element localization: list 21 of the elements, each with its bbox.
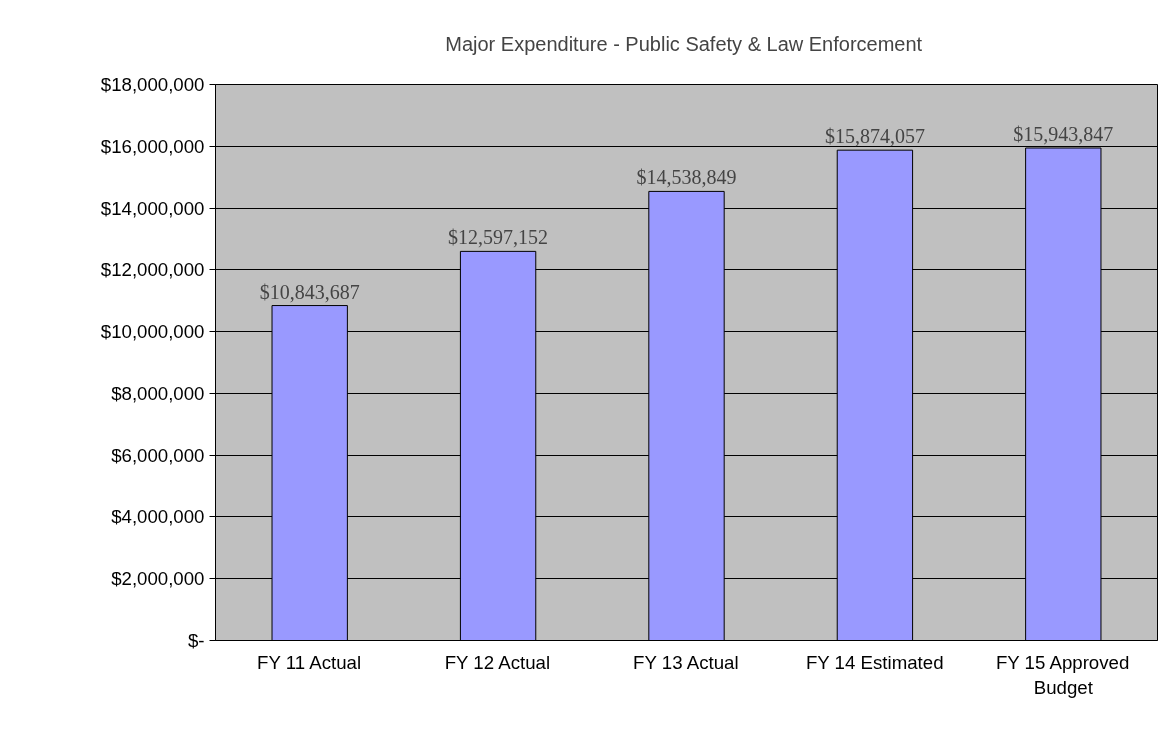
y-tick-label: $6,000,000 (111, 444, 205, 466)
data-label: $15,874,057 (824, 125, 925, 148)
chart-title: Major Expenditure - Public Safety & Law Enforcement (445, 32, 923, 55)
data-label: $12,597,152 (448, 226, 549, 249)
x-tick-label: FY 15 Approved Budget (995, 651, 1130, 698)
x-tick-label: FY 12 Actual (444, 651, 551, 673)
data-label: $14,538,849 (636, 166, 737, 189)
y-tick-label: $- (187, 630, 205, 651)
y-tick-label: $16,000,000 (100, 135, 205, 157)
x-tick-label: FY 11 Actual (256, 651, 362, 673)
y-tick-label: $14,000,000 (100, 197, 205, 219)
y-tick-label: $4,000,000 (111, 506, 205, 528)
y-tick-label: $12,000,000 (100, 259, 205, 281)
x-tick-label: FY 14 Estimated (805, 651, 944, 673)
y-tick-label: $10,000,000 (100, 321, 205, 343)
y-tick-label: $18,000,000 (100, 74, 205, 95)
y-tick-label: $8,000,000 (111, 382, 205, 404)
data-label: $15,943,847 (1013, 123, 1114, 146)
x-tick-label: FY 13 Actual (633, 651, 739, 673)
data-label: $10,843,687 (259, 280, 360, 303)
y-tick-label: $2,000,000 (111, 568, 205, 590)
